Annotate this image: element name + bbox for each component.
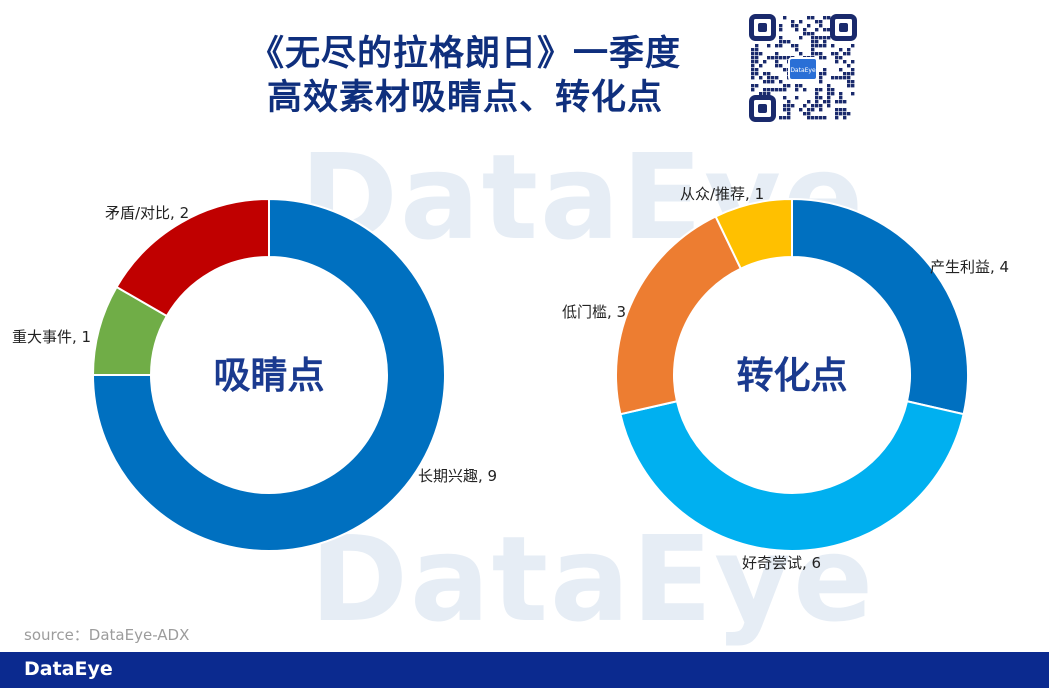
- donut-slice: [791, 197, 969, 416]
- donut-slice: [615, 215, 743, 416]
- donut-center-label: 转化点: [737, 354, 848, 397]
- slice-label: 重大事件, 1: [12, 328, 91, 346]
- chart-attention-points: 长期兴趣, 9 重大事件, 1 矛盾/对比, 2 吸睛点: [12, 197, 497, 552]
- footer-logo: DataEye: [24, 658, 113, 680]
- footer-bar: DataEye: [0, 652, 1049, 688]
- qr-code-icon: DataEye: [747, 12, 859, 124]
- slice-label: 矛盾/对比, 2: [105, 204, 189, 222]
- source-note: source：DataEye-ADX: [24, 626, 190, 644]
- qr-center-logo: DataEye: [790, 67, 816, 74]
- donut-center-label: 吸睛点: [214, 354, 325, 397]
- slice-label: 好奇尝试, 6: [742, 554, 821, 572]
- chart-conversion-points: 产生利益, 4 好奇尝试, 6 低门槛, 3 从众/推荐, 1 转化点: [562, 185, 1009, 572]
- page-title: 《无尽的拉格朗日》一季度 高效素材吸睛点、转化点: [150, 32, 780, 120]
- title-line-2: 高效素材吸睛点、转化点: [266, 78, 663, 118]
- donut-slice: [714, 197, 793, 271]
- slice-label: 产生利益, 4: [930, 258, 1009, 276]
- donut-slice: [619, 400, 965, 552]
- donut-slice: [115, 197, 270, 318]
- slice-label: 从众/推荐, 1: [680, 185, 764, 203]
- slice-label: 长期兴趣, 9: [418, 467, 497, 485]
- donut-slice: [91, 197, 446, 552]
- title-line-1: 《无尽的拉格朗日》一季度: [248, 34, 681, 74]
- slice-label: 低门槛, 3: [562, 303, 626, 321]
